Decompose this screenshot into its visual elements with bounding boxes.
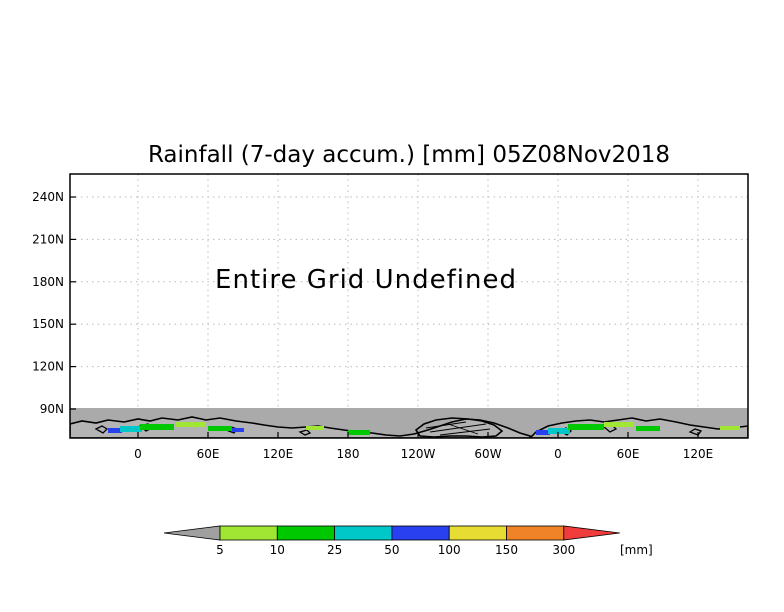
colorbar-swatch xyxy=(276,525,335,541)
x-tick-label: 0 xyxy=(554,447,562,461)
x-axis: 0 60E 120E 180 120W 60W 0 60E 120E xyxy=(134,432,713,461)
colorbar-swatch xyxy=(506,525,565,541)
colorbar-swatch xyxy=(219,525,278,541)
map-layer xyxy=(70,408,748,438)
colorbar-unit: [mm] xyxy=(620,543,653,557)
colorbar-label: 300 xyxy=(552,543,575,557)
undefined-grid-annotation: Entire Grid Undefined xyxy=(215,265,517,295)
y-tick-label: 150N xyxy=(32,317,64,331)
y-axis: 240N 210N 180N 150N 120N 90N xyxy=(32,190,76,416)
colorbar-label: 100 xyxy=(438,543,461,557)
plot-area xyxy=(70,174,748,438)
y-tick-label: 90N xyxy=(40,402,64,416)
colorbar: 5 10 25 50 100 150 300 xyxy=(163,525,620,557)
colorbar-arrow-high xyxy=(563,525,620,541)
chart-title: Rainfall (7-day accum.) [mm] 05Z08Nov201… xyxy=(148,142,670,168)
y-tick-label: 240N xyxy=(32,190,64,204)
y-tick-label: 120N xyxy=(32,360,64,374)
rainfall-patches xyxy=(108,422,740,435)
x-tick-label: 60E xyxy=(617,447,640,461)
x-tick-label: 0 xyxy=(134,447,142,461)
colorbar-label: 5 xyxy=(216,543,224,557)
x-tick-label: 60W xyxy=(474,447,501,461)
x-tick-label: 120E xyxy=(263,447,294,461)
plot-frame xyxy=(69,173,749,439)
colorbar-swatch xyxy=(391,525,450,541)
greenland-outline xyxy=(414,417,504,438)
colorbar-label: 50 xyxy=(384,543,399,557)
y-tick-label: 210N xyxy=(32,232,64,246)
colorbar-label: 150 xyxy=(495,543,518,557)
y-tick-label: 180N xyxy=(32,275,64,289)
colorbar-arrow-low xyxy=(163,525,221,541)
colorbar-swatch xyxy=(448,525,507,541)
colorbar-label: 10 xyxy=(270,543,285,557)
grid-lines xyxy=(70,174,748,438)
colorbar-label: 25 xyxy=(327,543,342,557)
x-tick-label: 120E xyxy=(683,447,714,461)
x-tick-label: 180 xyxy=(337,447,360,461)
x-tick-label: 120W xyxy=(401,447,436,461)
colorbar-swatch xyxy=(334,525,393,541)
x-tick-label: 60E xyxy=(197,447,220,461)
